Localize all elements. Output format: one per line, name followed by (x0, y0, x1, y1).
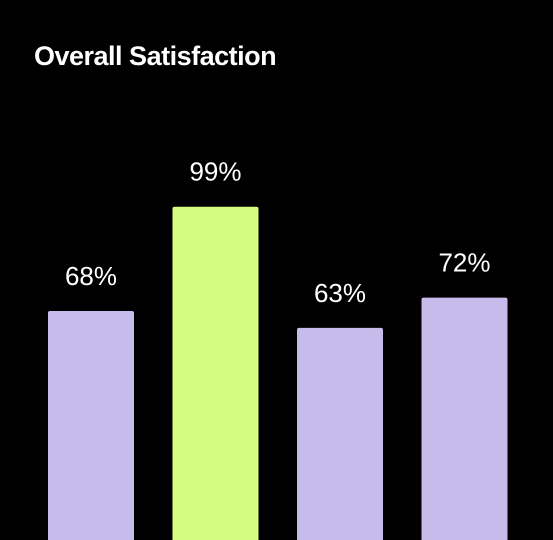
value-labels: 68% 99% 63% 72% (65, 157, 491, 308)
bar-4 (421, 297, 508, 540)
bar-1 (48, 311, 134, 540)
bars (48, 206, 508, 540)
bar-value-label-4: 72% (438, 248, 490, 278)
bar-2 (172, 206, 259, 540)
chart-title: Overall Satisfaction (34, 41, 277, 71)
bar-value-label-1: 68% (65, 261, 117, 291)
bar-value-label-2: 99% (189, 157, 241, 187)
bar-value-label-3: 63% (314, 278, 366, 308)
bar-3 (297, 327, 383, 540)
